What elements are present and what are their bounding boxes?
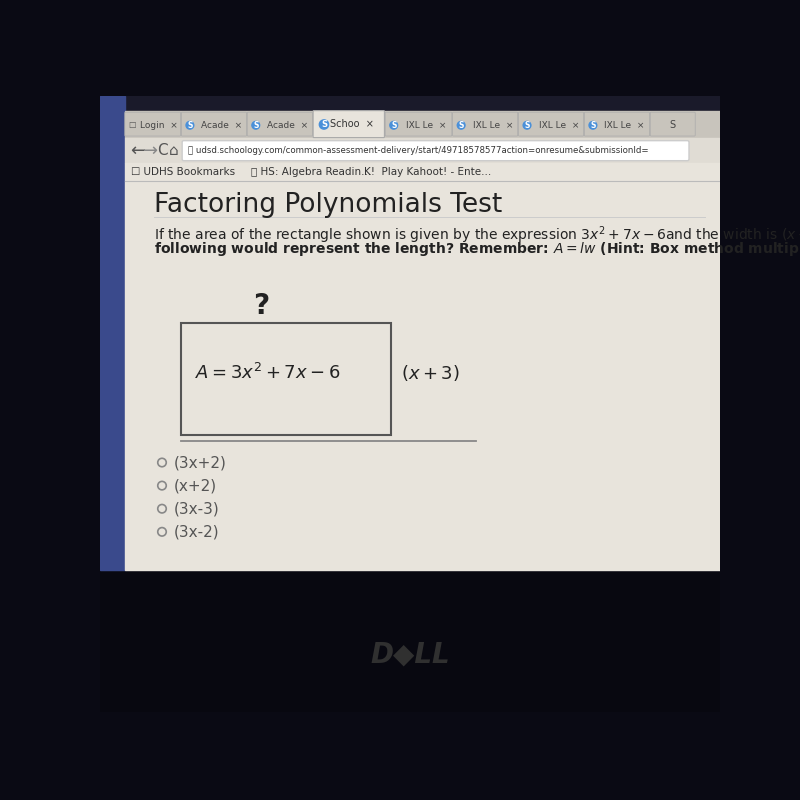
Text: S: S <box>590 121 595 130</box>
FancyBboxPatch shape <box>182 141 689 161</box>
Text: If the area of the rectangle shown is given by the expression $3x^2 + 7x - 6$and: If the area of the rectangle shown is gi… <box>154 225 800 246</box>
Text: S: S <box>321 120 327 129</box>
FancyBboxPatch shape <box>313 110 385 138</box>
Text: C: C <box>157 143 167 158</box>
FancyBboxPatch shape <box>584 112 650 136</box>
Text: (3x-2): (3x-2) <box>174 524 219 539</box>
Text: 🔒 udsd.schoology.com/common-assessment-delivery/start/49718578577action=onresume: 🔒 udsd.schoology.com/common-assessment-d… <box>187 146 648 155</box>
Text: S: S <box>524 121 530 130</box>
FancyBboxPatch shape <box>125 112 181 136</box>
Bar <box>125 138 720 163</box>
Circle shape <box>186 122 194 129</box>
Text: ⌂: ⌂ <box>169 143 178 158</box>
FancyBboxPatch shape <box>182 112 246 136</box>
FancyBboxPatch shape <box>650 112 695 136</box>
Text: Factoring Polynomials Test: Factoring Polynomials Test <box>154 191 502 218</box>
Text: D◆LL: D◆LL <box>370 640 450 668</box>
Circle shape <box>523 122 531 129</box>
Text: ?: ? <box>253 292 269 320</box>
Bar <box>100 96 720 570</box>
Text: Login  ×: Login × <box>140 121 178 130</box>
Text: Acade  ×: Acade × <box>201 121 242 130</box>
Text: following would represent the length? Remember: $A = lw$ (Hint: Box method multi: following would represent the length? Re… <box>154 240 800 258</box>
Text: 🔵 HS: Algebra Readin...: 🔵 HS: Algebra Readin... <box>251 167 371 178</box>
Circle shape <box>458 122 465 129</box>
Text: IXL Le  ×: IXL Le × <box>605 121 645 130</box>
FancyBboxPatch shape <box>386 112 452 136</box>
FancyBboxPatch shape <box>247 112 312 136</box>
Text: $(x + 3)$: $(x + 3)$ <box>402 363 460 383</box>
Text: (3x-3): (3x-3) <box>174 502 219 516</box>
Bar <box>100 570 720 712</box>
Text: S: S <box>458 121 464 130</box>
Circle shape <box>252 122 260 129</box>
Bar <box>125 182 720 570</box>
Text: ☐ UDHS Bookmarks: ☐ UDHS Bookmarks <box>131 167 235 178</box>
Text: S: S <box>187 121 193 130</box>
Text: S: S <box>670 120 676 130</box>
Bar <box>125 163 720 182</box>
Circle shape <box>390 122 398 129</box>
FancyBboxPatch shape <box>453 112 518 136</box>
Text: (3x+2): (3x+2) <box>174 455 226 470</box>
Circle shape <box>319 120 329 129</box>
Bar <box>100 96 125 570</box>
Text: ☐: ☐ <box>128 121 135 130</box>
Text: K!  Play Kahoot! - Ente...: K! Play Kahoot! - Ente... <box>363 167 490 178</box>
Text: IXL Le  ×: IXL Le × <box>406 121 446 130</box>
Text: IXL Le  ×: IXL Le × <box>538 121 579 130</box>
Text: ←: ← <box>130 142 145 160</box>
Text: Acade  ×: Acade × <box>267 121 308 130</box>
Text: (x+2): (x+2) <box>174 478 217 493</box>
Circle shape <box>589 122 597 129</box>
Bar <box>125 111 720 138</box>
Text: S: S <box>391 121 397 130</box>
Text: →: → <box>143 142 158 160</box>
Bar <box>182 323 390 435</box>
Text: Schoo  ×: Schoo × <box>330 119 374 130</box>
Text: IXL Le  ×: IXL Le × <box>473 121 513 130</box>
Text: S: S <box>253 121 258 130</box>
Text: $A = 3x^2 + 7x - 6$: $A = 3x^2 + 7x - 6$ <box>195 363 341 383</box>
FancyBboxPatch shape <box>518 112 584 136</box>
